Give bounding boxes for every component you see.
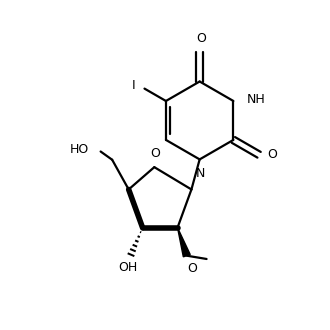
Text: NH: NH: [247, 93, 266, 106]
Text: N: N: [196, 167, 205, 180]
Text: HO: HO: [70, 143, 89, 156]
Text: I: I: [132, 80, 135, 92]
Polygon shape: [178, 228, 190, 257]
Text: O: O: [187, 262, 197, 275]
Text: O: O: [267, 148, 277, 161]
Text: O: O: [150, 147, 160, 160]
Text: O: O: [196, 32, 206, 45]
Text: OH: OH: [119, 261, 138, 274]
